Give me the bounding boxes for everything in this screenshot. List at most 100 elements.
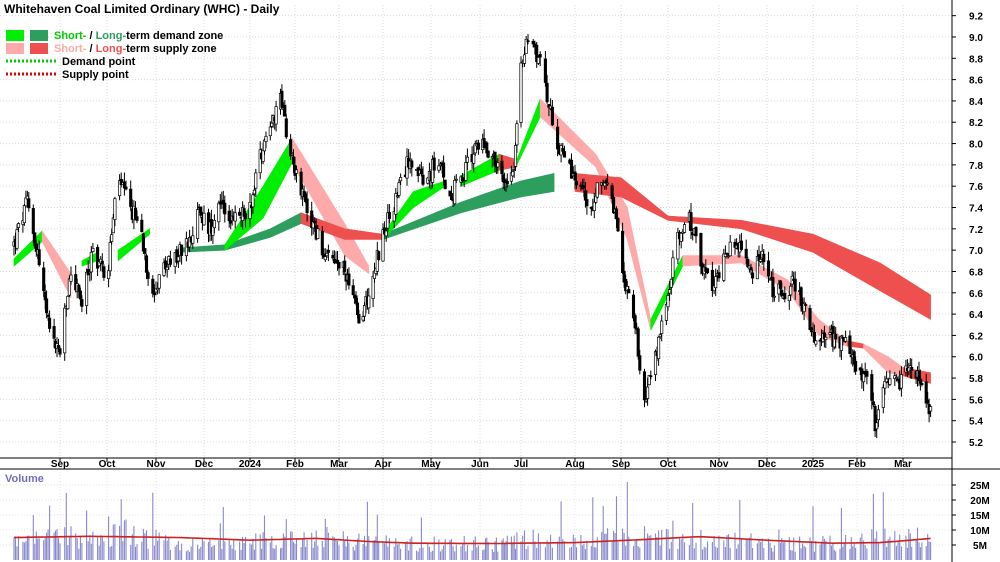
candle-body (252, 189, 256, 195)
candle-body (771, 277, 775, 298)
candle-body (573, 171, 577, 181)
candle-body (313, 220, 317, 224)
candle-body (111, 217, 115, 234)
candle-body (362, 305, 367, 317)
candle-body (118, 180, 122, 197)
candle-body (606, 182, 610, 185)
candle-body (251, 194, 255, 208)
candle-body (254, 172, 258, 189)
candle-body (202, 212, 206, 226)
candle-body (918, 378, 922, 384)
candle-body (223, 202, 227, 215)
candle-body (305, 198, 309, 213)
x-tick-label: Dec (758, 459, 777, 470)
candle-body (679, 232, 683, 242)
candle-body (217, 202, 221, 223)
candle-body (343, 260, 347, 272)
candle-body (658, 334, 662, 338)
candle-body (472, 153, 476, 164)
candle-body (316, 228, 320, 239)
candle-body (261, 149, 265, 162)
candle-body (550, 106, 554, 126)
candle-body (410, 160, 414, 168)
candle-body (135, 216, 139, 221)
candle-body (883, 381, 887, 389)
candle-body (841, 336, 845, 339)
candle-body (146, 272, 150, 279)
candle-body (766, 260, 771, 277)
legend-swatch-short (6, 30, 24, 41)
candle-body (871, 401, 875, 406)
candle-body (582, 185, 586, 189)
candle-body (780, 289, 784, 297)
candle-body (543, 58, 547, 83)
candle-body (556, 126, 560, 150)
y-tick-label: 6.4 (969, 310, 983, 321)
candle-body (453, 179, 457, 205)
candle-body (326, 249, 330, 253)
candle-body (191, 235, 195, 244)
candle-body (910, 366, 914, 371)
candle-body (331, 254, 335, 259)
candle-body (16, 223, 21, 228)
candle-body (325, 252, 329, 257)
y-tick-label: 5.6 (969, 395, 983, 406)
candle-body (347, 273, 351, 286)
candle-body (108, 242, 112, 272)
candle-body (493, 151, 497, 167)
candle-body (107, 270, 111, 279)
candle-body (394, 193, 398, 215)
candle-body (157, 274, 161, 289)
candle-body (633, 315, 637, 329)
candle-body (294, 169, 299, 174)
y-tick-label: 7.0 (969, 246, 983, 257)
candle-body (646, 386, 650, 399)
candle-body (464, 162, 468, 181)
candle-body (102, 266, 106, 278)
candle-body (381, 229, 385, 262)
volume-average-line (13, 535, 931, 545)
y-tick-label: 7.6 (969, 182, 983, 193)
y-tick-label: 8.4 (969, 97, 983, 108)
candle-body (647, 374, 651, 386)
candle-body (77, 284, 81, 292)
y-tick-label: 6.0 (969, 353, 983, 364)
candle-body (196, 209, 200, 239)
candle-body (811, 329, 815, 332)
candle-body (505, 180, 509, 185)
candle-body (561, 148, 565, 152)
volume-layer (13, 482, 932, 560)
x-tick-label: Feb (848, 459, 866, 470)
y-tick-label: 8.0 (969, 140, 983, 151)
legend-swatch-long (30, 30, 48, 41)
candle-body (787, 295, 791, 302)
candle-body (337, 261, 341, 269)
candle-body (689, 212, 693, 231)
candle-body (486, 150, 490, 158)
candle-body (638, 355, 642, 371)
x-tick-label: Jul (514, 459, 529, 470)
candle-body (621, 230, 625, 273)
candle-body (725, 253, 729, 255)
y-tick-label: 6.2 (969, 331, 983, 342)
candle-body (524, 38, 528, 54)
candle-body (476, 142, 480, 150)
candle-body (395, 195, 399, 198)
candle-body (351, 285, 355, 296)
candle-body (152, 292, 156, 296)
candle-body (66, 296, 70, 310)
candle-body (627, 289, 631, 294)
y-tick-label: 5.4 (969, 417, 983, 428)
candle-body (421, 174, 425, 185)
candle-body (664, 303, 668, 321)
x-tick-label: Mar (330, 459, 348, 470)
candle-body (717, 272, 721, 279)
y-tick-label: 7.2 (969, 225, 983, 236)
candle-body (96, 246, 100, 269)
candle-body (361, 316, 365, 321)
candle-body (660, 320, 664, 334)
x-tick-label: Apr (374, 459, 391, 470)
candle-body (143, 248, 147, 254)
candle-body (289, 139, 293, 157)
